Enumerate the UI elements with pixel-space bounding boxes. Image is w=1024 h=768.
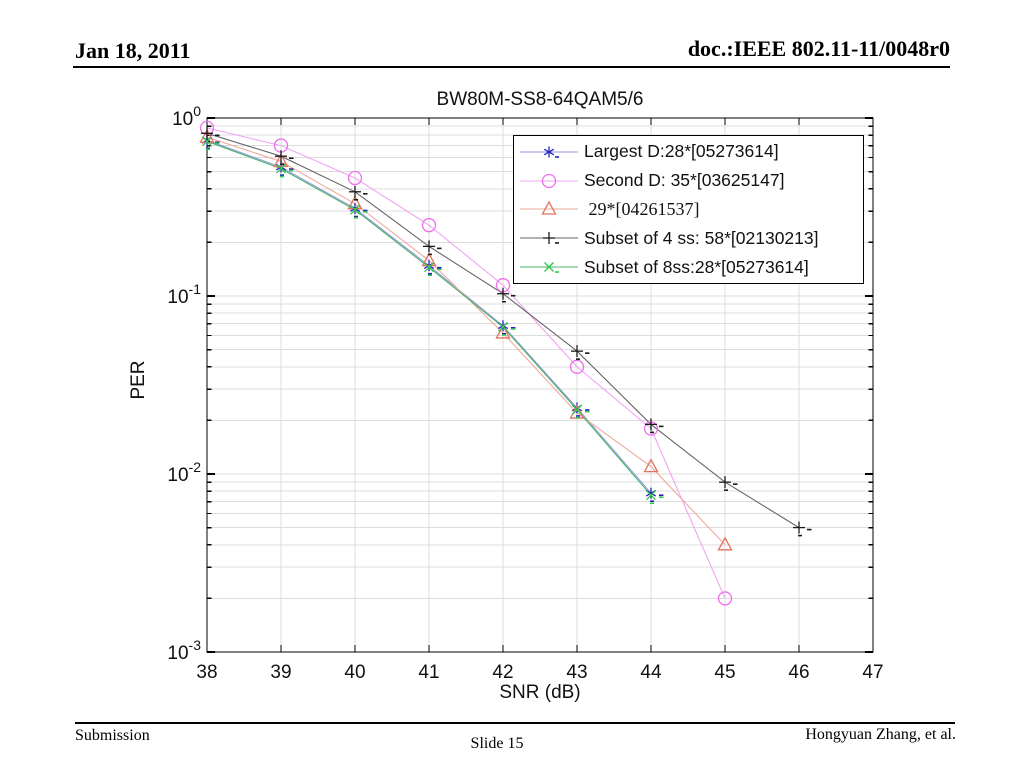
x-tick-labels: 38 39 40 41 42 43 44 45 46 47 xyxy=(196,662,883,683)
x-tick-label: 40 xyxy=(344,662,365,683)
x-tick-label: 38 xyxy=(196,662,217,683)
y-tick-label: 100 xyxy=(172,103,201,130)
x-axis-label: SNR (dB) xyxy=(499,682,581,703)
series-markers-3 xyxy=(201,127,812,537)
legend-label: Subset of 8ss:28*[05273614] xyxy=(584,256,809,277)
footer-submission: Submission xyxy=(75,727,150,744)
plot-frame xyxy=(206,117,874,653)
legend-row-1: Second D: 35*[03625147] xyxy=(514,167,863,195)
x-tick-label: 43 xyxy=(566,662,587,683)
plus-marker-icon xyxy=(514,227,584,249)
footer-author: Hongyuan Zhang, et al. xyxy=(805,726,956,743)
legend-label: 29*[04261537] xyxy=(584,198,700,219)
y-tick-label: 10-1 xyxy=(167,281,201,308)
footer-rule xyxy=(75,722,955,724)
x-tick-label: 45 xyxy=(714,662,735,683)
header-rule xyxy=(73,66,950,68)
header-doc-number: doc.:IEEE 802.11-11/0048r0 xyxy=(687,36,950,61)
chart-title: BW80M-SS8-64QAM5/6 xyxy=(436,89,644,110)
y-axis-label: PER xyxy=(128,360,149,400)
series-line-1 xyxy=(206,127,726,599)
series-markers-0 xyxy=(201,134,664,503)
x-tick-label: 42 xyxy=(492,662,513,683)
legend-label: Second D: 35*[03625147] xyxy=(584,170,785,191)
circle-marker-icon xyxy=(514,170,584,192)
legend-label: Subset of 4 ss: 58*[02130213] xyxy=(584,227,819,248)
legend-label: Largest D:28*[05273614] xyxy=(584,141,779,162)
y-tick-label: 10-2 xyxy=(167,459,201,486)
legend-row-4: Subset of 8ss:28*[05273614] xyxy=(514,253,863,281)
legend: Largest D:28*[05273614] Second D: 35*[036… xyxy=(513,135,864,284)
triangle-up-marker-icon xyxy=(514,198,584,220)
x-tick-label: 47 xyxy=(862,662,883,683)
x-tick-label: 39 xyxy=(270,662,291,683)
legend-row-3: Subset of 4 ss: 58*[02130213] xyxy=(514,224,863,252)
series-markers-4 xyxy=(202,136,664,505)
legend-row-0: Largest D:28*[05273614] xyxy=(514,138,863,166)
legend-row-2: 29*[04261537] xyxy=(514,195,863,223)
series-markers-1 xyxy=(199,120,733,606)
header-date: Jan 18, 2011 xyxy=(75,38,191,63)
asterisk-marker-icon xyxy=(514,141,584,163)
footer-slide-number: Slide 15 xyxy=(470,735,524,752)
x-tick-label: 44 xyxy=(640,662,662,683)
y-tick-label: 10-3 xyxy=(167,637,201,664)
y-tick-labels: 100 10-1 10-2 10-3 xyxy=(167,103,201,664)
x-tick-label: 46 xyxy=(788,662,809,683)
x-tick-label: 41 xyxy=(418,662,439,683)
x-marker-icon xyxy=(514,256,584,278)
